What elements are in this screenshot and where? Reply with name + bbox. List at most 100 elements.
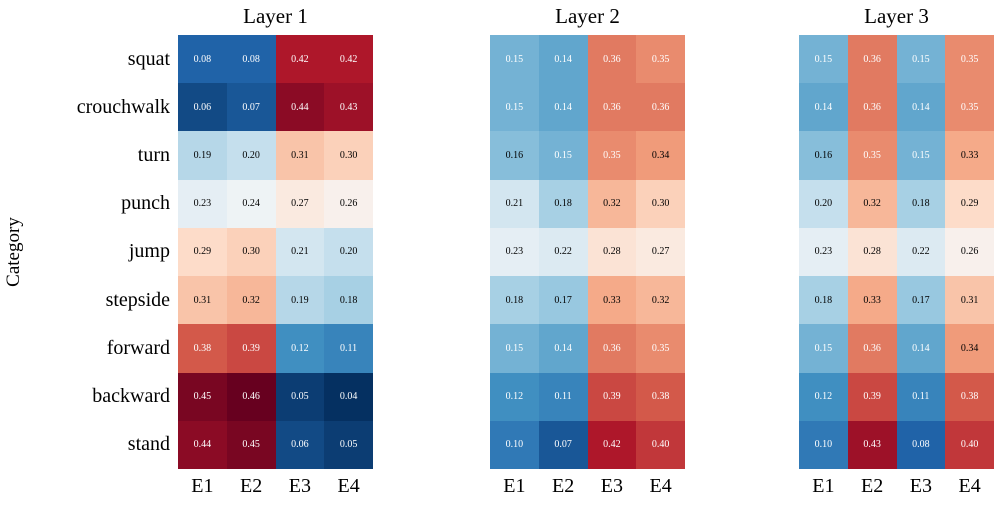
heatmap-cell: 0.05 — [275, 372, 325, 421]
heatmap-cell: 0.11 — [896, 372, 946, 421]
heatmap-cell: 0.35 — [847, 131, 897, 180]
heatmap-cell: 0.42 — [324, 35, 373, 84]
heatmap-cell: 0.29 — [945, 179, 994, 228]
x-tick-label: E2 — [861, 475, 884, 497]
heatmap-cell: 0.36 — [587, 83, 637, 132]
heatmap-cell: 0.39 — [847, 372, 897, 421]
heatmap-cell: 0.38 — [945, 372, 994, 421]
heatmap-cell: 0.31 — [178, 276, 227, 325]
heatmap-cell: 0.20 — [799, 179, 848, 228]
y-tick-label: stand — [127, 433, 170, 456]
x-tick-label: E3 — [288, 475, 311, 497]
x-tick-label: E4 — [649, 475, 672, 497]
heatmap-cell: 0.18 — [324, 276, 373, 325]
heatmap-cell: 0.10 — [799, 420, 848, 469]
heatmap-cell: 0.12 — [490, 372, 539, 421]
heatmap-cell: 0.39 — [587, 372, 637, 421]
heatmap-cell: 0.22 — [896, 227, 946, 277]
heatmap-grid-layer-3: 0.15 0.36 0.15 0.35 0.14 0.36 0.14 0.35 0.16 0.35… — [799, 35, 994, 469]
heatmap-cell: 0.07 — [538, 420, 588, 469]
heatmap-cell: 0.38 — [178, 324, 227, 373]
heatmap-cell: 0.44 — [178, 420, 227, 469]
heatmap-cell: 0.26 — [945, 227, 994, 277]
y-tick-label: stepside — [105, 288, 170, 311]
heatmap-cell: 0.45 — [226, 420, 276, 469]
heatmap-cell: 0.11 — [324, 324, 373, 373]
heatmap-grid-layer-2: 0.15 0.14 0.36 0.35 0.15 0.14 0.36 0.36 0.16 0.15… — [490, 35, 685, 469]
heatmap-cell: 0.18 — [799, 276, 848, 325]
heatmap-cell: 0.15 — [896, 35, 946, 84]
heatmap-cell: 0.40 — [636, 420, 685, 469]
heatmap-cell: 0.46 — [226, 372, 276, 421]
heatmap-cell: 0.32 — [226, 276, 276, 325]
heatmap-cell: 0.18 — [896, 179, 946, 228]
heatmap-cell: 0.36 — [636, 83, 685, 132]
heatmap-cell: 0.42 — [275, 35, 325, 84]
heatmap-cell: 0.14 — [896, 324, 946, 373]
heatmap-cell: 0.12 — [799, 372, 848, 421]
heatmap-cell: 0.22 — [538, 227, 588, 277]
heatmap-cell: 0.15 — [799, 35, 848, 84]
y-tick-label: crouchwalk — [76, 95, 170, 118]
heatmap-cell: 0.35 — [945, 35, 994, 84]
heatmap-cell: 0.38 — [636, 372, 685, 421]
heatmap-cell: 0.33 — [587, 276, 637, 325]
heatmap-cell: 0.35 — [636, 324, 685, 373]
x-tick-label: E3 — [600, 475, 623, 497]
heatmap-cell: 0.11 — [538, 372, 588, 421]
heatmap-cell: 0.08 — [226, 35, 276, 84]
heatmap-cell: 0.14 — [896, 83, 946, 132]
heatmap-cell: 0.32 — [847, 179, 897, 228]
heatmap-cell: 0.16 — [490, 131, 539, 180]
heatmap-cell: 0.05 — [324, 420, 373, 469]
x-tick-labels-layer-2: E1 E2 E3 E4 — [490, 475, 685, 498]
heatmap-cell: 0.27 — [275, 179, 325, 228]
heatmap-cell: 0.14 — [538, 83, 588, 132]
panel-title-layer-1: Layer 1 — [243, 4, 308, 28]
heatmap-cell: 0.36 — [847, 83, 897, 132]
y-tick-label: jump — [128, 240, 170, 263]
heatmap-cell: 0.31 — [275, 131, 325, 180]
heatmap-cell: 0.21 — [490, 179, 539, 228]
heatmap-cell: 0.33 — [945, 131, 994, 180]
x-tick-label: E1 — [191, 475, 214, 497]
heatmap-cell: 0.35 — [945, 83, 994, 132]
heatmap-cell: 0.14 — [538, 35, 588, 84]
x-tick-label: E2 — [552, 475, 575, 497]
heatmap-cell: 0.04 — [324, 372, 373, 421]
x-tick-label: E3 — [909, 475, 932, 497]
x-tick-label: E4 — [958, 475, 981, 497]
heatmap-grid-layer-1: 0.08 0.08 0.42 0.42 0.06 0.07 0.44 0.43 0.19 0.20… — [178, 35, 373, 469]
heatmap-cell: 0.32 — [587, 179, 637, 228]
heatmap-cell: 0.43 — [324, 83, 373, 132]
heatmap-cell: 0.31 — [945, 276, 994, 325]
heatmap-cell: 0.19 — [275, 276, 325, 325]
heatmap-cell: 0.19 — [178, 131, 227, 180]
heatmap-cell: 0.20 — [226, 131, 276, 180]
heatmap-cell: 0.28 — [587, 227, 637, 277]
heatmap-cell: 0.45 — [178, 372, 227, 421]
x-tick-label: E1 — [812, 475, 835, 497]
heatmap-cell: 0.36 — [587, 324, 637, 373]
heatmap-cell: 0.15 — [799, 324, 848, 373]
y-tick-label: squat — [127, 47, 170, 70]
heatmap-cell: 0.15 — [490, 324, 539, 373]
heatmap-cell: 0.21 — [275, 227, 325, 277]
heatmap-cell: 0.27 — [636, 227, 685, 277]
y-tick-label: backward — [92, 385, 170, 408]
heatmap-cell: 0.23 — [799, 227, 848, 277]
y-tick-label: forward — [106, 336, 170, 359]
heatmap-cell: 0.15 — [490, 83, 539, 132]
heatmap-cell: 0.06 — [275, 420, 325, 469]
heatmap-cell: 0.18 — [490, 276, 539, 325]
heatmap-cell: 0.07 — [226, 83, 276, 132]
x-tick-label: E2 — [240, 475, 263, 497]
heatmap-cell: 0.08 — [896, 420, 946, 469]
y-tick-label: punch — [121, 192, 170, 215]
heatmap-cell: 0.15 — [896, 131, 946, 180]
y-tick-label: turn — [137, 144, 170, 167]
heatmap-cell: 0.33 — [847, 276, 897, 325]
heatmap-cell: 0.29 — [178, 227, 227, 277]
panel-title-layer-3: Layer 3 — [864, 4, 929, 28]
